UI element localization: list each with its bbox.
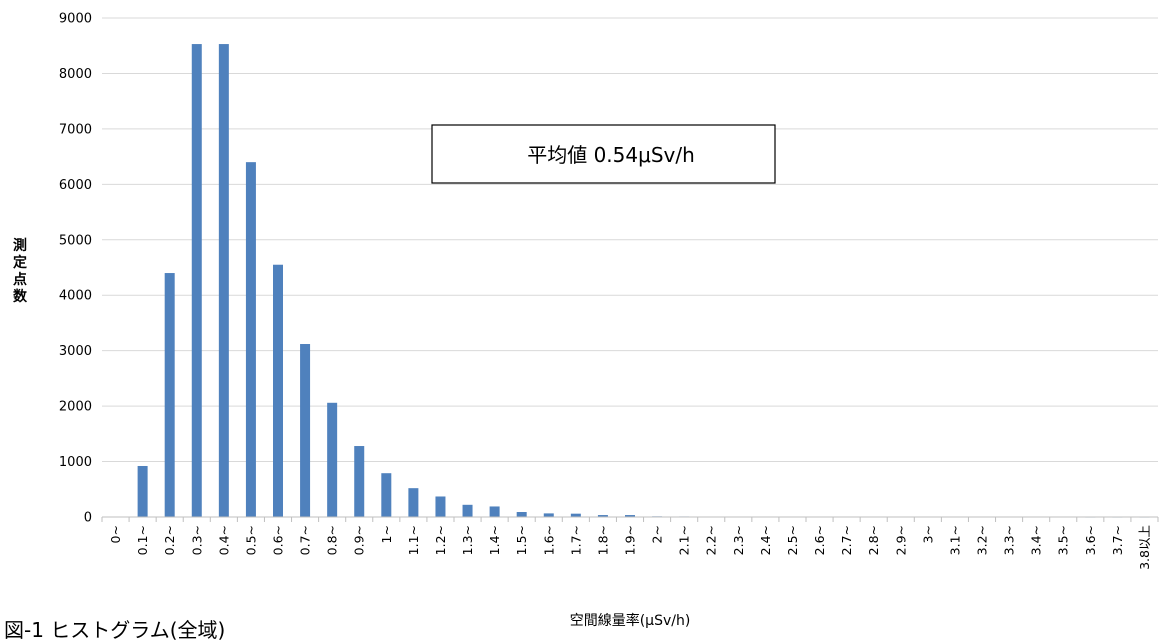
bar-0.1~ [137,465,148,517]
bar-0.3~ [191,44,202,517]
x-tick-label: 3.4~ [1029,525,1044,555]
x-tick-label: 2.7~ [839,525,854,555]
bar-1.2~ [435,496,446,517]
x-axis-title: 空間線量率(µSv/h) [570,612,691,629]
x-tick-label: 2.9~ [893,525,908,555]
x-tick-label: 3.6~ [1083,525,1098,555]
bar-0.7~ [300,344,311,517]
x-tick-label: 3.2~ [975,525,990,555]
x-tick-label: 0.6~ [271,525,286,555]
x-tick-label: 3.5~ [1056,525,1071,555]
y-tick-label: 2000 [59,400,92,415]
bar-1~ [381,473,392,517]
x-tick-label: 1.6~ [541,525,556,555]
y-tick-label: 8000 [59,67,92,82]
y-tick-label: 7000 [59,122,92,137]
x-tick-label: 1~ [379,525,394,543]
gridlines [102,17,1158,463]
x-tick-label: 2.1~ [677,525,692,555]
bars [137,44,1150,518]
x-tick-label: 0.8~ [325,525,340,555]
bar-1.4~ [489,506,500,517]
y-tick-label: 1000 [59,455,92,470]
x-tick-label: 0.4~ [216,525,231,555]
x-tick-label: 2.4~ [758,525,773,555]
x-tick-label: 0~ [108,525,123,543]
x-tick-label: 2.5~ [785,525,800,555]
bar-1.9~ [625,515,635,517]
x-tick-label: 1.4~ [487,525,502,555]
x-tick-label: 2.6~ [812,525,827,555]
bar-1.7~ [570,513,581,517]
figure-caption: 図-1 ヒストグラム(全域) [4,618,226,642]
x-tick-label: 1.3~ [460,525,475,555]
y-axis-title: 測定点数 [13,237,28,305]
y-tick-label: 3000 [59,344,92,359]
x-tick-label: 1.2~ [433,525,448,555]
bar-1.1~ [408,488,419,517]
bar-1.6~ [543,513,554,517]
x-axis-tick-labels: 0~ 0.1~ 0.2~ 0.3~ 0.4~ 0.5~ 0.6~ 0.7~ 0.8~ 0.9~ 1~… [108,525,1152,570]
x-tick-label: 3~ [920,525,935,543]
x-tick-label: 1.9~ [623,525,638,555]
x-tick-label: 0.1~ [135,525,150,555]
y-tick-label: 0 [84,511,92,526]
mean-annotation-box [431,124,776,184]
bar-1.5~ [516,512,527,517]
x-tick-label: 0.5~ [243,525,258,555]
y-tick-label: 5000 [59,233,92,248]
y-tick-label: 6000 [59,178,92,193]
mean-annotation: 平均値 0.54μSv/h [431,124,776,184]
y-tick-label: 9000 [59,12,92,27]
x-tick-label: 2.3~ [731,525,746,555]
x-tick-label: 0.2~ [162,525,177,555]
x-tick-label: 3.1~ [947,525,962,555]
bar-1.3~ [462,504,473,517]
x-tick-label: 1.5~ [514,525,529,555]
x-tick-label: 0.9~ [352,525,367,555]
x-tick-label: 1.8~ [595,525,610,555]
y-tick-label: 4000 [59,289,92,304]
x-tick-label: 0.3~ [189,525,204,555]
bar-0.8~ [327,402,338,517]
bar-0.2~ [164,273,175,517]
x-tick-label: 1.7~ [568,525,583,555]
x-axis-ticks [101,517,1159,522]
x-tick-label: 3.8以上 [1137,525,1152,570]
x-tick-label: 3.7~ [1110,525,1125,555]
x-tick-label: 0.7~ [298,525,313,555]
bar-0.6~ [273,264,283,517]
y-axis-tick-labels: 0 1000 2000 3000 4000 5000 6000 7000 8000 9000 [59,12,92,526]
bar-0.4~ [218,44,229,517]
x-tick-label: 2.2~ [704,525,719,555]
x-tick-label: 2.8~ [866,525,881,555]
bar-0.5~ [245,162,256,517]
x-tick-label: 2~ [650,525,665,543]
mean-annotation-text: 平均値 0.54μSv/h [527,143,695,167]
x-tick-label: 1.1~ [406,525,421,555]
bar-1.8~ [597,515,608,517]
x-tick-label: 3.3~ [1002,525,1017,555]
bar-0.9~ [354,446,365,517]
